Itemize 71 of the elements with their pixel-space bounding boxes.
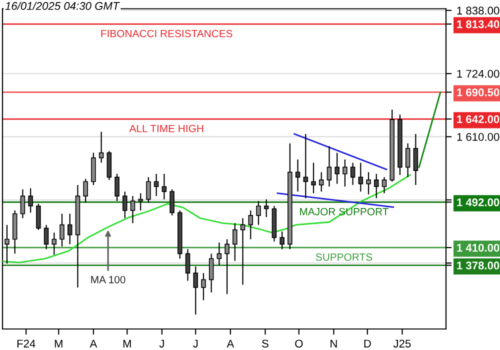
x-tick-label: J [159, 340, 164, 348]
candlestick [334, 152, 340, 184]
line-series [2, 174, 411, 264]
candlestick [366, 172, 371, 195]
candlestick [374, 173, 379, 199]
candlestick [52, 232, 57, 256]
candlestick [216, 242, 222, 266]
y-tick-label: 1 410.00 [457, 244, 500, 252]
candlestick [326, 146, 332, 188]
y-tick-label: 1 813.40 [457, 20, 500, 28]
annotation: 16/01/2025 04:30 GMT [5, 2, 120, 10]
y-tick-label: 1 838.00 [457, 6, 500, 15]
candlestick [193, 266, 198, 316]
x-tick-label: A [90, 340, 98, 348]
candlestick [256, 200, 261, 226]
candlestick [208, 253, 214, 293]
x-tick-label: A [226, 340, 234, 348]
candlestick [295, 158, 300, 192]
candlestick [280, 230, 284, 250]
candlestick [138, 192, 143, 211]
y-tick-label: 1 642.00 [457, 115, 500, 124]
candlestick [264, 198, 269, 218]
annotation: MA 100 [91, 276, 126, 284]
candlestick [28, 188, 33, 214]
x-tick-label: J [193, 340, 198, 348]
candlestick [350, 162, 356, 186]
candlestick [240, 218, 246, 286]
y-tick-label: 1 378.00 [457, 262, 500, 270]
x-tick-label: S [262, 340, 268, 348]
candlestick [91, 152, 96, 186]
y-tick-label: 1 492.00 [457, 198, 500, 206]
candlestick [413, 133, 418, 186]
x-tick-label: J25 [393, 340, 411, 348]
candlestick [358, 162, 364, 192]
y-tick-label: 1 690.50 [457, 88, 500, 96]
candlestick [36, 203, 41, 230]
candlestick [232, 222, 238, 262]
candlestick [44, 224, 49, 250]
candlestick [114, 173, 120, 202]
ref-line-label: FIBONACCI RESISTANCES [101, 30, 232, 38]
y-tick-label: 1 724.00 [457, 70, 500, 78]
candlestick [20, 188, 26, 219]
candlestick [382, 176, 387, 194]
candlestick [67, 213, 72, 245]
ref-line-label: SUPPORTS [316, 253, 372, 261]
candlestick [224, 238, 230, 295]
candlestick [405, 142, 410, 178]
ref-line-label: ALL TIME HIGH [129, 124, 204, 132]
y-tick-label: 1 610.00 [457, 133, 500, 141]
x-tick-label: M [54, 340, 62, 348]
candlestick [146, 176, 151, 204]
candlestick [60, 213, 64, 247]
x-tick-label: M [123, 340, 131, 348]
candlestick [311, 162, 316, 194]
x-tick-label: D [364, 340, 371, 348]
candlestick [130, 195, 136, 224]
candlestick [318, 172, 324, 192]
candlestick [170, 188, 174, 216]
candlestick [83, 178, 88, 204]
x-tick-label: O [295, 340, 303, 348]
candlestick [201, 272, 206, 301]
x-tick-label: F24 [17, 340, 36, 348]
candlestick [342, 158, 348, 188]
candlestick [303, 133, 308, 199]
candlestick [162, 173, 167, 200]
candlestick [122, 191, 128, 219]
candlestick [154, 173, 159, 197]
candlestick [98, 131, 104, 164]
candlestick [185, 248, 190, 282]
candlestick [248, 210, 254, 240]
x-tick-label: N [330, 340, 337, 348]
